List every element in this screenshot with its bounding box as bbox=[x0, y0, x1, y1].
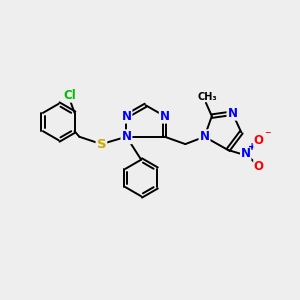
Text: N: N bbox=[160, 110, 170, 123]
Text: O: O bbox=[254, 160, 264, 173]
Text: CH₃: CH₃ bbox=[198, 92, 217, 102]
Text: O: O bbox=[254, 134, 264, 147]
Text: S: S bbox=[97, 138, 106, 151]
Text: +: + bbox=[248, 142, 256, 152]
Text: N: N bbox=[122, 110, 131, 123]
Text: N: N bbox=[241, 147, 251, 160]
Text: ⁻: ⁻ bbox=[264, 129, 271, 142]
Text: N: N bbox=[227, 107, 237, 120]
Text: N: N bbox=[122, 130, 131, 143]
Text: Cl: Cl bbox=[64, 89, 76, 102]
Text: N: N bbox=[200, 130, 209, 143]
